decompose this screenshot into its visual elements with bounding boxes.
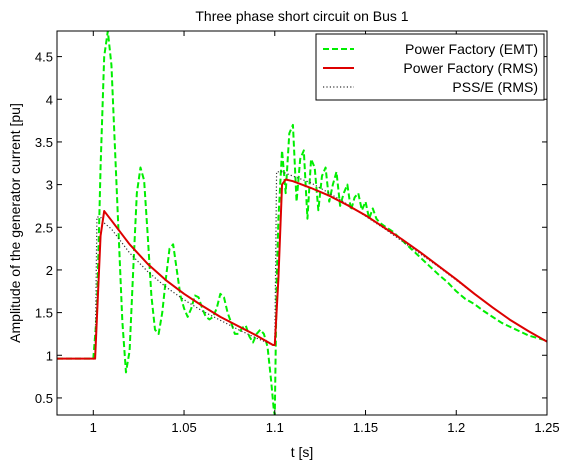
x-tick-label: 1.2 bbox=[447, 420, 465, 435]
x-tick-label: 1 bbox=[90, 420, 97, 435]
y-tick-label: 4 bbox=[46, 92, 53, 107]
y-tick-label: 0.5 bbox=[35, 391, 53, 406]
plot-area: 1 1.05 1.1 1.15 1.2 1.25 0.5 1 1.5 2 2.5 3 3.5 4 4.5 bbox=[35, 30, 560, 435]
legend: Power Factory (EMT) Power Factory (RMS) PS… bbox=[315, 33, 545, 101]
y-tick-label: 4.5 bbox=[35, 50, 53, 65]
y-tick-label: 1.5 bbox=[35, 306, 53, 321]
y-tick-label: 3 bbox=[46, 178, 53, 193]
y-axis-label: Amplitude of the generator current [pu] bbox=[7, 103, 23, 343]
legend-label: Power Factory (EMT) bbox=[405, 41, 538, 57]
series-line-0 bbox=[57, 31, 547, 415]
x-axis-label: t [s] bbox=[291, 444, 314, 460]
chart-title: Three phase short circuit on Bus 1 bbox=[195, 8, 408, 24]
y-tick-label: 1 bbox=[46, 348, 53, 363]
x-tick-label: 1.25 bbox=[534, 420, 559, 435]
x-tick-label: 1.15 bbox=[353, 420, 378, 435]
y-tick-label: 2.5 bbox=[35, 220, 53, 235]
y-tick-label: 2 bbox=[46, 263, 53, 278]
y-tick-label: 3.5 bbox=[35, 135, 53, 150]
legend-label: Power Factory (RMS) bbox=[403, 60, 538, 76]
series-line-1 bbox=[57, 178, 547, 360]
axes-frame bbox=[56, 30, 548, 416]
legend-label: PSS/E (RMS) bbox=[452, 79, 538, 95]
x-tick-label: 1.1 bbox=[266, 420, 284, 435]
x-tick-label: 1.05 bbox=[171, 420, 196, 435]
